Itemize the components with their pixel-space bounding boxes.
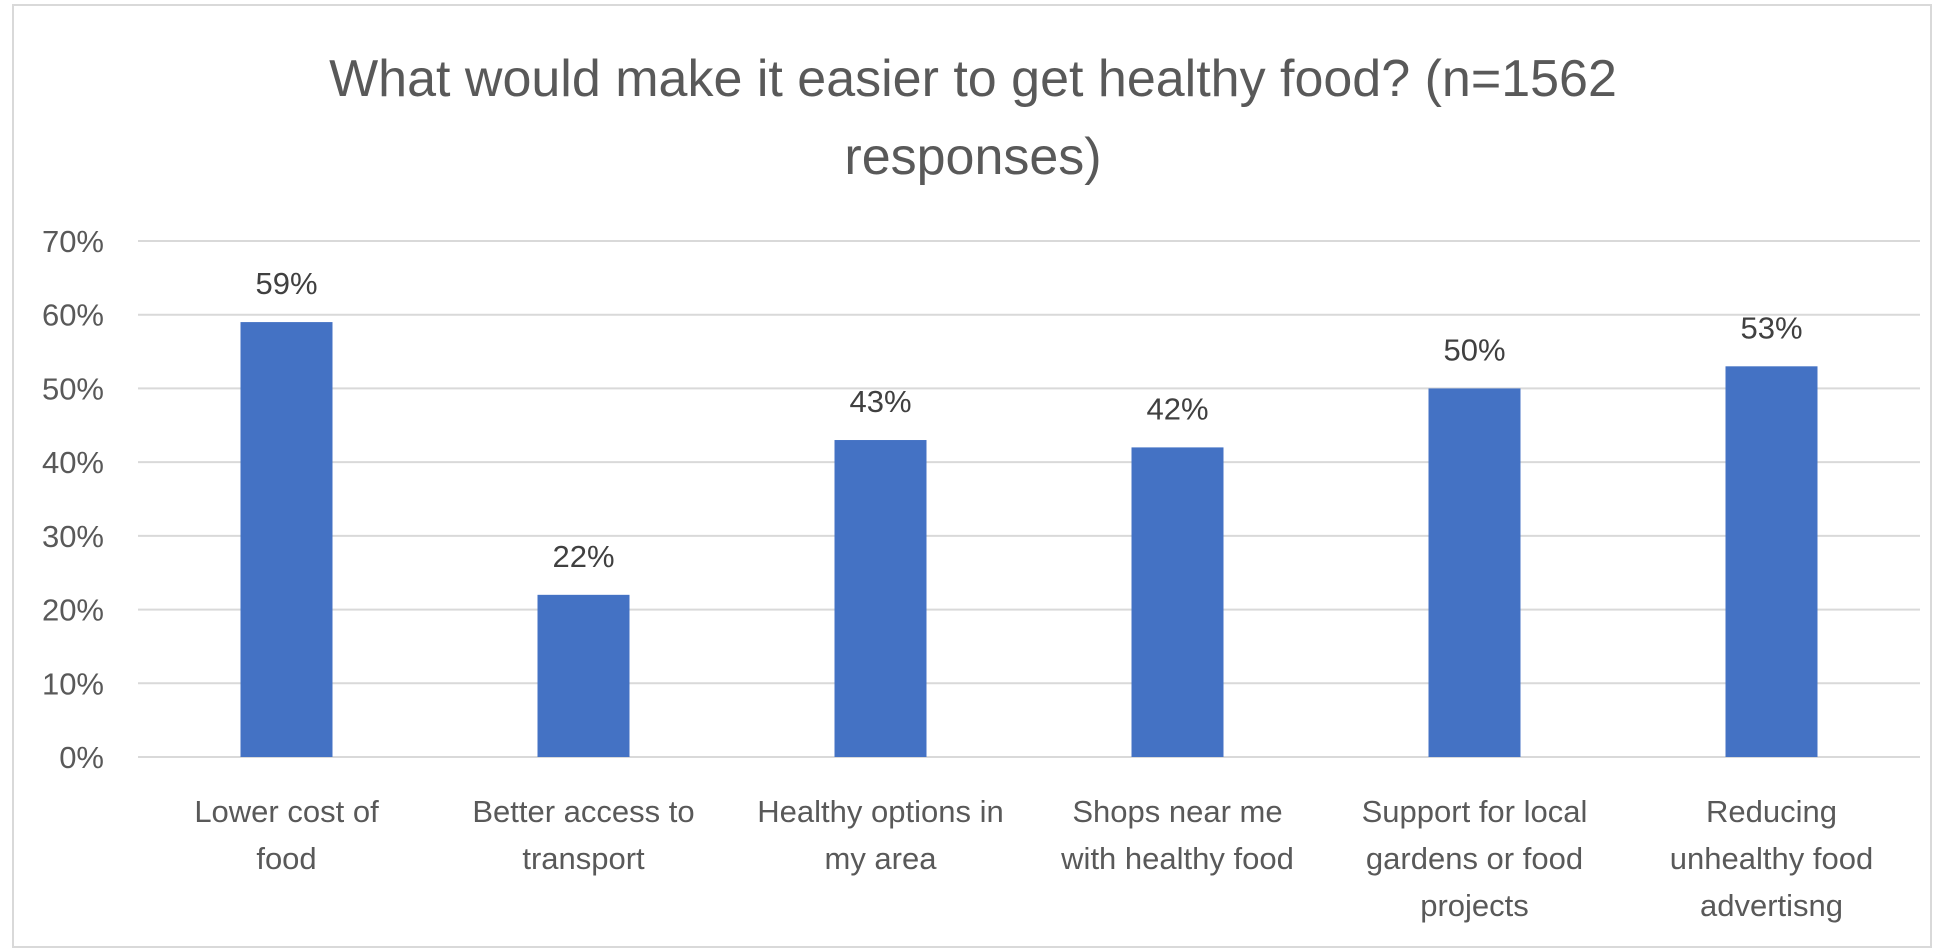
bar bbox=[1131, 447, 1224, 757]
bar bbox=[1725, 366, 1818, 757]
x-tick-label: Reducing unhealthy food advertisng bbox=[1670, 794, 1873, 923]
y-tick-label: 70% bbox=[42, 224, 104, 259]
y-tick-label: 40% bbox=[42, 445, 104, 480]
y-tick-label: 0% bbox=[59, 740, 104, 775]
x-tick-label: Healthy options in my area bbox=[757, 794, 1003, 876]
gridlines bbox=[138, 240, 1920, 758]
x-axis: Lower cost of food Better access to transpo… bbox=[194, 794, 1873, 923]
bar bbox=[834, 440, 927, 757]
data-label: 43% bbox=[849, 384, 911, 419]
bar bbox=[240, 322, 333, 757]
x-tick-label: Shops near me with healthy food bbox=[1060, 794, 1294, 876]
bar bbox=[1428, 388, 1521, 757]
data-label: 53% bbox=[1740, 310, 1802, 345]
y-tick-label: 20% bbox=[42, 593, 104, 628]
bar bbox=[537, 594, 630, 757]
data-labels: 59% 22% 43% 42% 50% 53% bbox=[255, 266, 1802, 574]
chart-title-line-1: What would make it easier to get healthy… bbox=[329, 50, 1617, 108]
chart-title: What would make it easier to get healthy… bbox=[0, 40, 1946, 196]
y-tick-label: 60% bbox=[42, 298, 104, 333]
x-tick-label: Better access to transport bbox=[472, 794, 694, 876]
data-label: 50% bbox=[1443, 332, 1505, 367]
data-label: 59% bbox=[255, 266, 317, 301]
y-tick-label: 30% bbox=[42, 519, 104, 554]
y-tick-label: 50% bbox=[42, 371, 104, 406]
bars bbox=[240, 322, 1818, 757]
x-tick-label: Support for local gardens or food projects bbox=[1362, 794, 1588, 923]
y-tick-label: 10% bbox=[42, 666, 104, 701]
chart-title-line-2: responses) bbox=[844, 128, 1102, 186]
data-label: 22% bbox=[552, 539, 614, 574]
x-tick-label: Lower cost of food bbox=[194, 794, 379, 876]
data-label: 42% bbox=[1146, 391, 1208, 426]
y-axis: 0% 10% 20% 30% 40% 50% 60% 70% bbox=[42, 224, 104, 775]
